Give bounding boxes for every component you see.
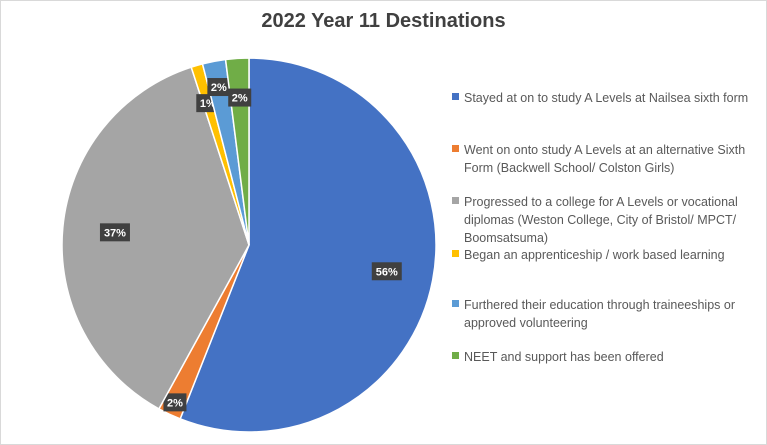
data-label: 2% [228, 88, 252, 107]
legend: Stayed at on to study A Levels at Nailse… [452, 0, 752, 445]
legend-label: Began an apprenticeship / work based lea… [464, 248, 725, 262]
legend-item: NEET and support has been offered [452, 348, 752, 366]
data-label-text: 2% [167, 397, 183, 409]
data-label: 2% [163, 393, 187, 412]
data-label: 37% [99, 223, 130, 242]
data-label-text: 56% [376, 266, 398, 278]
legend-item: Stayed at on to study A Levels at Nailse… [452, 89, 752, 107]
data-label: 2% [207, 78, 231, 97]
legend-label: Progressed to a college for A Levels or … [464, 195, 738, 245]
legend-swatch [452, 352, 459, 359]
pie-slice [61, 66, 250, 410]
legend-swatch [452, 145, 459, 152]
legend-swatch [452, 300, 459, 307]
legend-label: Went on onto study A Levels at an altern… [464, 143, 746, 175]
pie-slice [179, 57, 437, 433]
legend-item: Began an apprenticeship / work based lea… [452, 246, 752, 264]
legend-label: Furthered their education through traine… [464, 298, 735, 330]
legend-item: Progressed to a college for A Levels or … [452, 193, 752, 247]
legend-item: Went on onto study A Levels at an altern… [452, 141, 752, 177]
legend-swatch [452, 197, 459, 204]
legend-swatch [452, 93, 459, 100]
chart-title: 2022 Year 11 Destinations [261, 10, 506, 32]
legend-label: Stayed at on to study A Levels at Nailse… [464, 91, 749, 105]
data-label-text: 2% [211, 82, 227, 94]
legend-label: NEET and support has been offered [464, 350, 664, 364]
legend-swatch [452, 250, 459, 257]
data-label: 56% [371, 262, 402, 281]
legend-item: Furthered their education through traine… [452, 296, 752, 332]
data-label-text: 37% [104, 227, 126, 239]
data-label-text: 2% [232, 93, 248, 105]
